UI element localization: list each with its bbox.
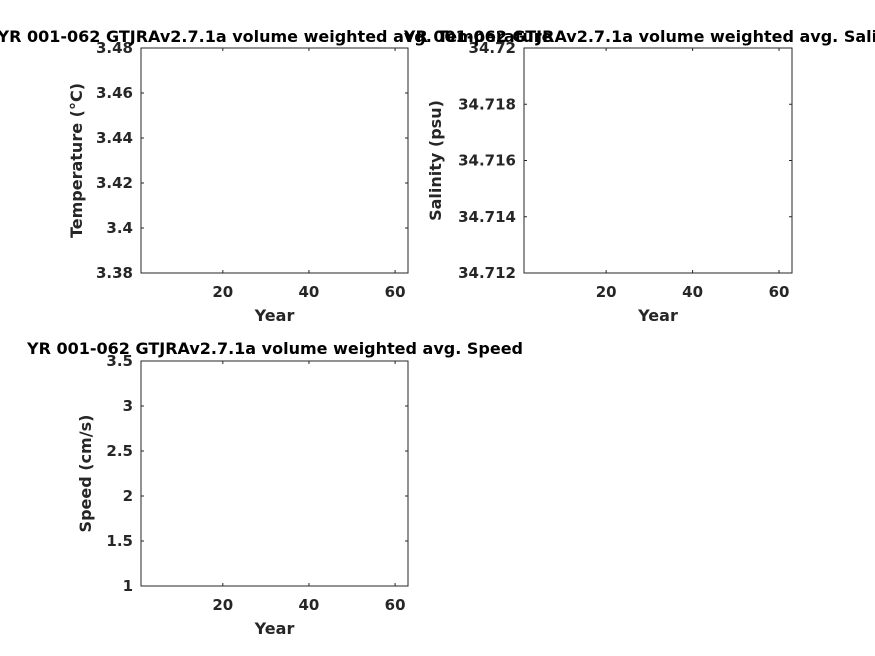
x-axis-label: Year: [254, 619, 295, 638]
y-tick-label: 3: [123, 397, 133, 415]
x-tick-label: 60: [385, 596, 406, 614]
y-tick-label: 2.5: [106, 442, 133, 460]
x-axis-label: Year: [254, 306, 295, 325]
axes-frame: [523, 47, 793, 274]
y-tick-label: 34.72: [469, 39, 516, 57]
x-tick-label: 60: [385, 283, 406, 301]
chart-title: YR 001-062 GTJRAv2.7.1a volume weighted …: [403, 27, 875, 46]
x-tick-label: 20: [596, 283, 617, 301]
y-tick-label: 3.44: [96, 129, 133, 147]
y-axis-label: Salinity (psu): [426, 100, 445, 221]
y-tick-label: 34.718: [458, 95, 516, 113]
y-tick-label: 1.5: [106, 532, 133, 550]
y-tick-label: 34.714: [458, 208, 516, 226]
axes-frame: [140, 47, 409, 274]
axes-frame: [140, 360, 409, 587]
panel-3: 20 40 60 1 1.5 2 2.5 3 3.5 Year Speed (cm/s): [76, 352, 409, 638]
chart-title: YR 001-062 GTJRAv2.7.1a volume weighted …: [26, 339, 523, 358]
y-tick-label: 34.712: [458, 264, 516, 282]
x-tick-label: 60: [769, 283, 790, 301]
y-tick-label: 3.5: [106, 352, 133, 370]
x-tick-label: 20: [212, 283, 233, 301]
y-tick-label: 3.48: [96, 39, 133, 57]
y-tick-label: 2: [123, 487, 133, 505]
panel-2: 20 40 60 34.712 34.714 34.716 34.718 34.72 Year S…: [426, 39, 793, 325]
x-axis-label: Year: [637, 306, 678, 325]
y-tick-label: 34.716: [458, 152, 516, 170]
y-tick-label: 1: [123, 577, 133, 595]
y-tick-label: 3.4: [106, 219, 133, 237]
x-tick-label: 40: [299, 596, 320, 614]
y-axis-label: Speed (cm/s): [76, 415, 95, 533]
chart-title: YR 001-062 GTJRAv2.7.1a volume weighted …: [0, 27, 553, 46]
y-tick-label: 3.42: [96, 174, 133, 192]
y-axis-label: Temperature (°C): [67, 83, 86, 238]
x-tick-label: 40: [682, 283, 703, 301]
x-tick-label: 40: [299, 283, 320, 301]
y-tick-label: 3.38: [96, 264, 133, 282]
x-tick-label: 20: [212, 596, 233, 614]
panel-1: 20 40 60 3.38 3.4 3.42 3.44 3.46 3.48 Year Tempera…: [67, 39, 409, 325]
y-tick-label: 3.46: [96, 84, 133, 102]
